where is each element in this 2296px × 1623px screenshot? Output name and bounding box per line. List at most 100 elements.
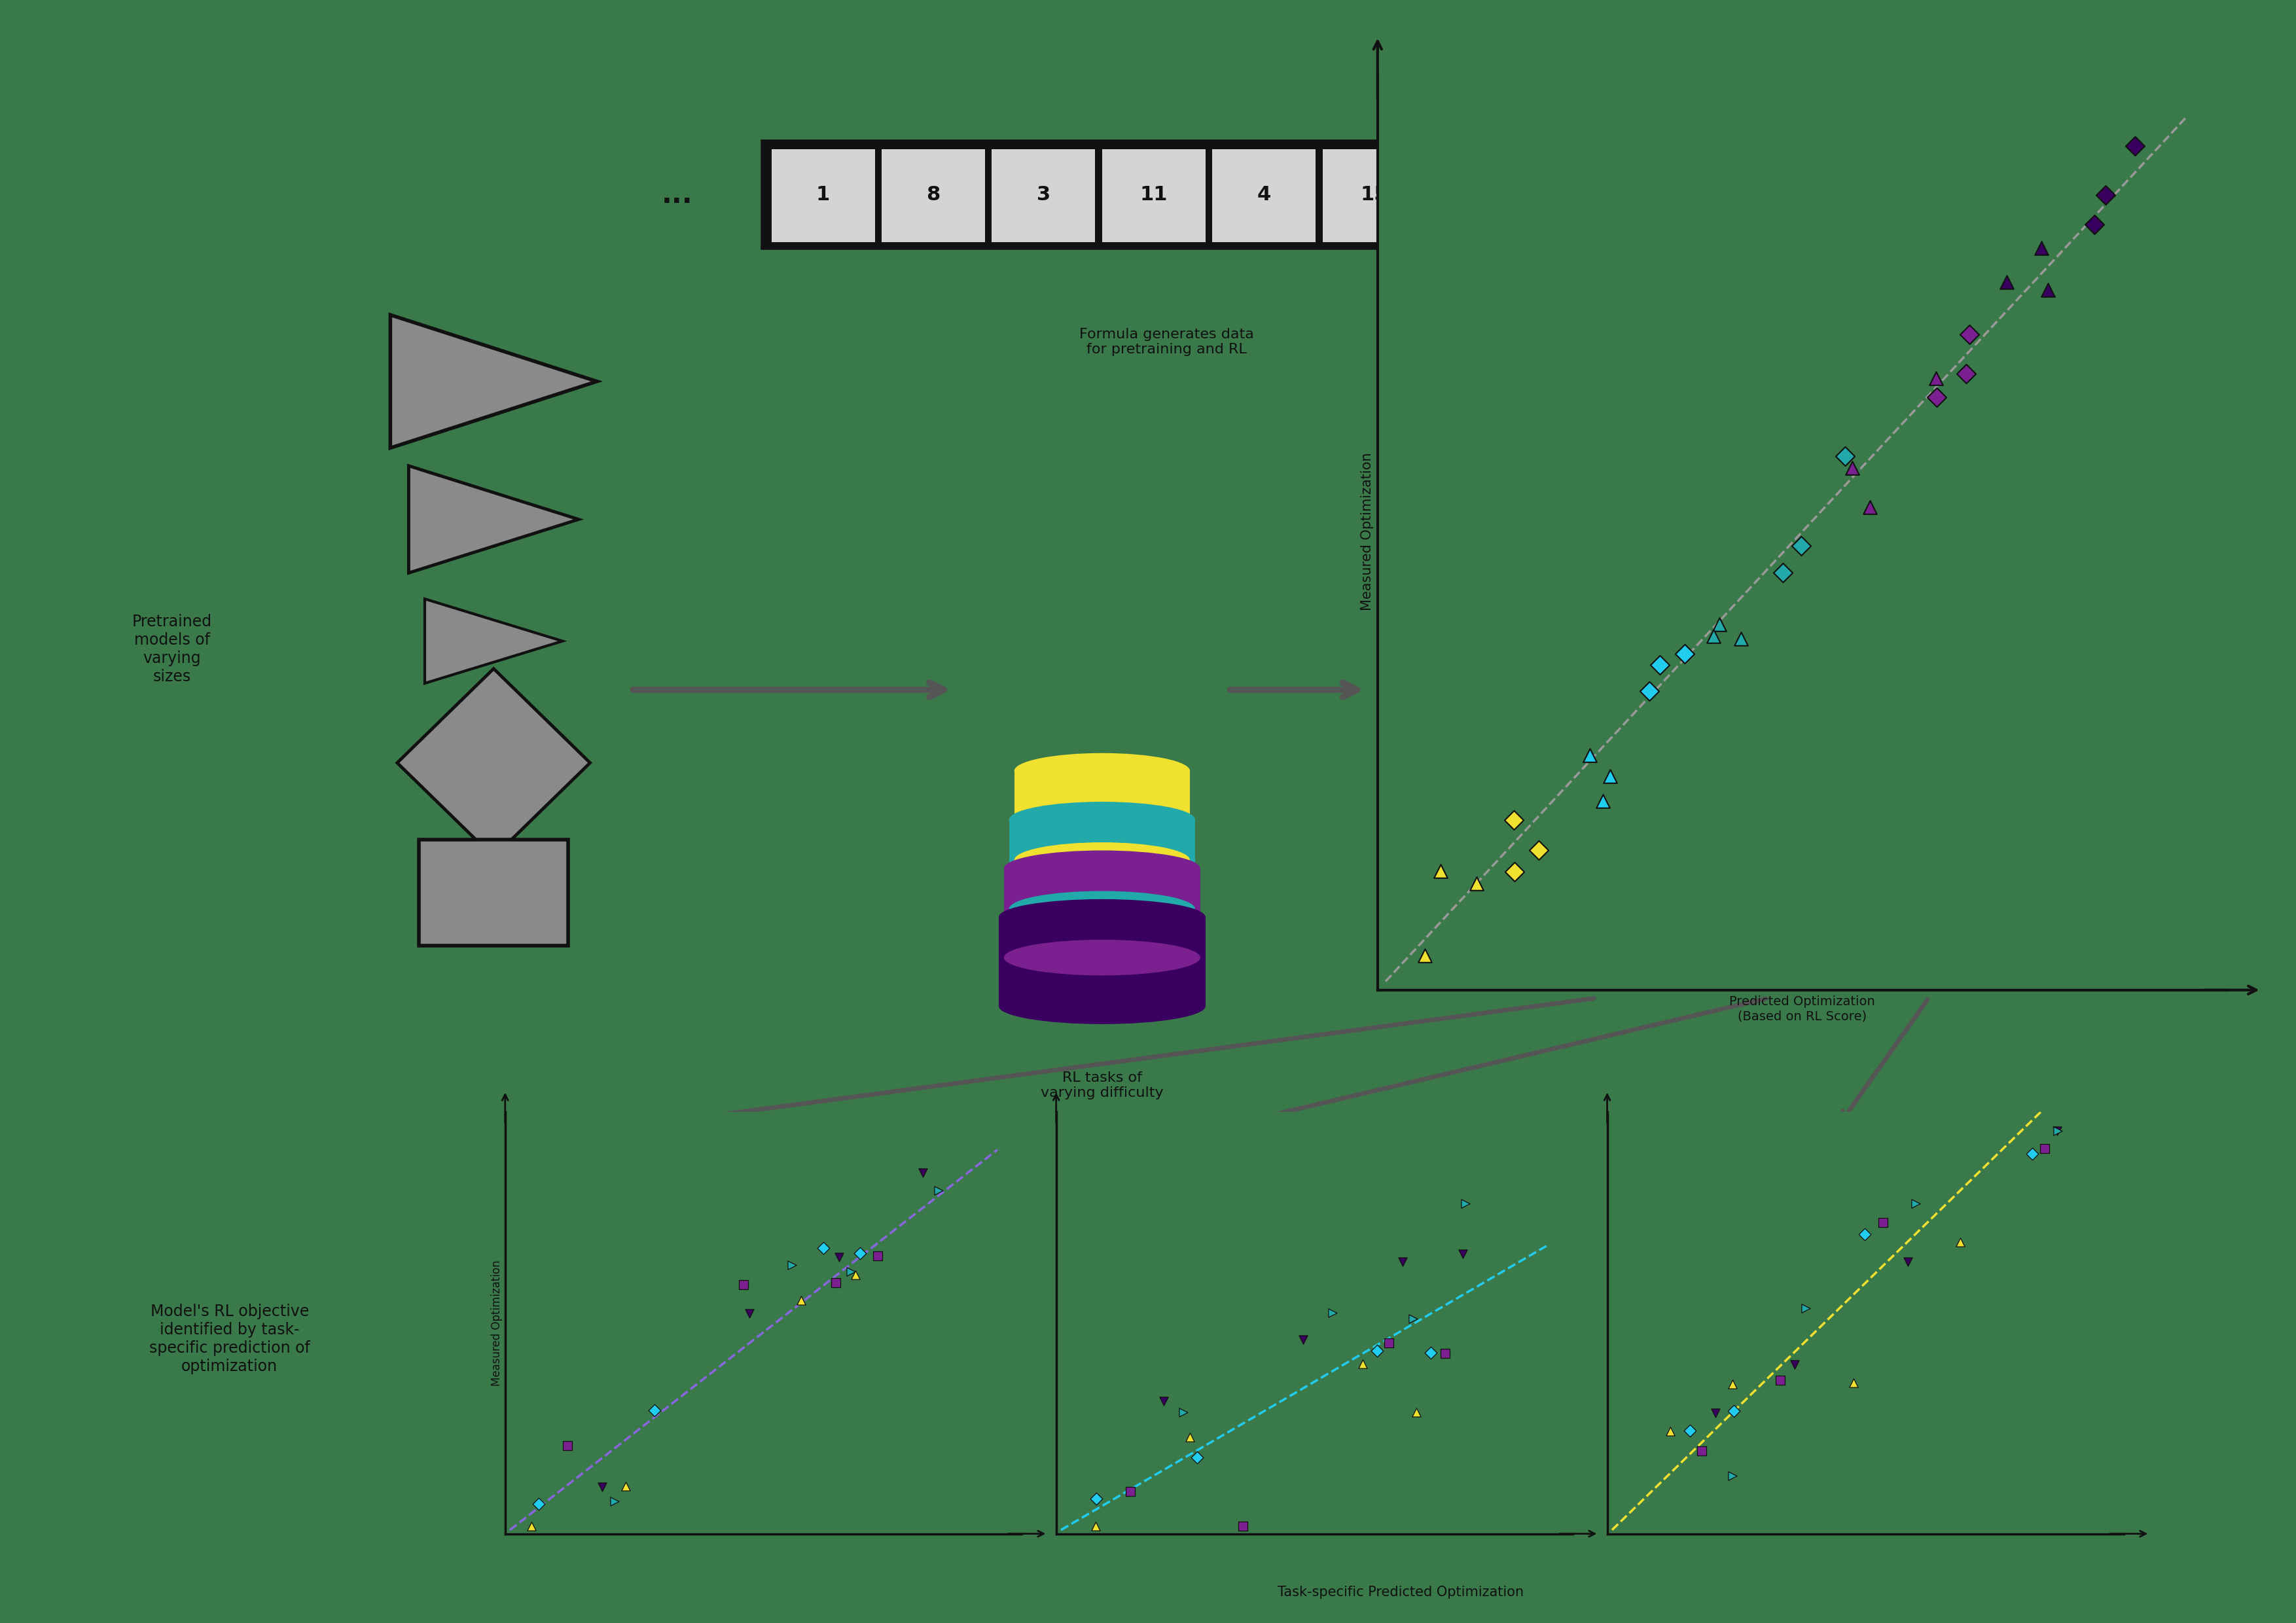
FancyBboxPatch shape	[1003, 868, 1201, 958]
Ellipse shape	[1003, 940, 1201, 975]
Point	[1495, 807, 1531, 833]
Point	[1570, 742, 1607, 768]
Y-axis label: Measured Optimization: Measured Optimization	[1362, 453, 1373, 610]
FancyBboxPatch shape	[1212, 149, 1316, 242]
Point	[1988, 269, 2025, 295]
Point	[1777, 1352, 1814, 1378]
Point	[1584, 789, 1621, 815]
Point	[636, 1397, 673, 1423]
Point	[1630, 678, 1667, 704]
Point	[1359, 1337, 1396, 1363]
Text: Model's RL objective
identified by task-
specific prediction of
optimization: Model's RL objective identified by task-…	[149, 1303, 310, 1375]
Point	[1426, 1341, 1463, 1367]
Point	[783, 1287, 820, 1313]
Point	[1715, 1462, 1752, 1488]
Polygon shape	[409, 466, 579, 573]
Point	[1667, 641, 1704, 667]
Point	[1683, 1438, 1720, 1464]
Point	[1345, 1350, 1382, 1376]
Point	[608, 1474, 645, 1500]
Point	[774, 1253, 810, 1279]
Point	[1444, 1242, 1481, 1268]
Point	[730, 1300, 767, 1326]
Point	[1835, 1370, 1871, 1396]
FancyBboxPatch shape	[1010, 820, 1194, 909]
Point	[1642, 652, 1678, 678]
Point	[1694, 623, 1731, 649]
Point	[583, 1474, 620, 1500]
Point	[2117, 133, 2154, 159]
Polygon shape	[425, 599, 563, 683]
Point	[1722, 626, 1759, 652]
Point	[1761, 1367, 1798, 1393]
Point	[2087, 182, 2124, 208]
Point	[2039, 1118, 2076, 1144]
Ellipse shape	[999, 899, 1205, 935]
Y-axis label: Measured Optimization: Measured Optimization	[491, 1259, 503, 1386]
Point	[1851, 495, 1887, 521]
Point	[838, 1263, 875, 1289]
Point	[1671, 1419, 1708, 1444]
Polygon shape	[390, 315, 597, 448]
Text: 8: 8	[925, 185, 941, 204]
Point	[905, 1160, 941, 1186]
Point	[1458, 870, 1495, 896]
Ellipse shape	[1015, 753, 1189, 789]
Point	[1520, 837, 1557, 863]
Point	[2023, 235, 2060, 261]
Text: 15: 15	[1359, 185, 1389, 204]
FancyBboxPatch shape	[762, 141, 1437, 248]
Point	[1715, 1371, 1752, 1397]
Point	[1398, 1399, 1435, 1425]
Point	[817, 1269, 854, 1295]
Point	[1896, 1191, 1933, 1217]
Point	[2025, 1136, 2062, 1162]
Point	[843, 1240, 879, 1266]
Point	[1384, 1250, 1421, 1276]
Text: Pretrained
models of
varying
sizes: Pretrained models of varying sizes	[133, 613, 211, 685]
Ellipse shape	[1003, 850, 1201, 886]
FancyBboxPatch shape	[1102, 149, 1205, 242]
Point	[1763, 560, 1800, 586]
Text: ...: ...	[661, 182, 693, 208]
Point	[1917, 365, 1954, 391]
Point	[1919, 385, 1956, 411]
Point	[806, 1235, 843, 1261]
Point	[1835, 454, 1871, 480]
FancyBboxPatch shape	[771, 149, 875, 242]
Point	[1651, 1419, 1688, 1444]
Ellipse shape	[1015, 842, 1189, 878]
Point	[1077, 1485, 1114, 1511]
Point	[1313, 1300, 1350, 1326]
Point	[1942, 1229, 1979, 1255]
Point	[820, 1243, 856, 1269]
Point	[1697, 1399, 1733, 1425]
Point	[2030, 278, 2066, 304]
Text: $s_t$: $s_t$	[1497, 187, 1513, 203]
FancyBboxPatch shape	[999, 917, 1205, 1006]
Ellipse shape	[1008, 802, 1194, 837]
Point	[1890, 1248, 1926, 1274]
Point	[1412, 1339, 1449, 1365]
Point	[921, 1178, 957, 1204]
Point	[1947, 360, 1984, 386]
Ellipse shape	[999, 988, 1205, 1024]
Ellipse shape	[1008, 891, 1194, 927]
Text: Task-specific Predicted Optimization: Task-specific Predicted Optimization	[1277, 1586, 1525, 1599]
Text: 1: 1	[815, 185, 831, 204]
Point	[1178, 1444, 1215, 1470]
Point	[519, 1492, 556, 1518]
Point	[549, 1433, 585, 1459]
Point	[1146, 1388, 1182, 1414]
Point	[1701, 610, 1738, 636]
Point	[1446, 1190, 1483, 1216]
Text: 3: 3	[1035, 185, 1052, 204]
Point	[597, 1488, 634, 1514]
Point	[1111, 1479, 1148, 1505]
Text: 11: 11	[1139, 185, 1169, 204]
Point	[1164, 1399, 1201, 1425]
Point	[1782, 532, 1818, 558]
Point	[1715, 1397, 1752, 1423]
FancyBboxPatch shape	[420, 841, 569, 945]
Point	[1371, 1329, 1407, 1355]
